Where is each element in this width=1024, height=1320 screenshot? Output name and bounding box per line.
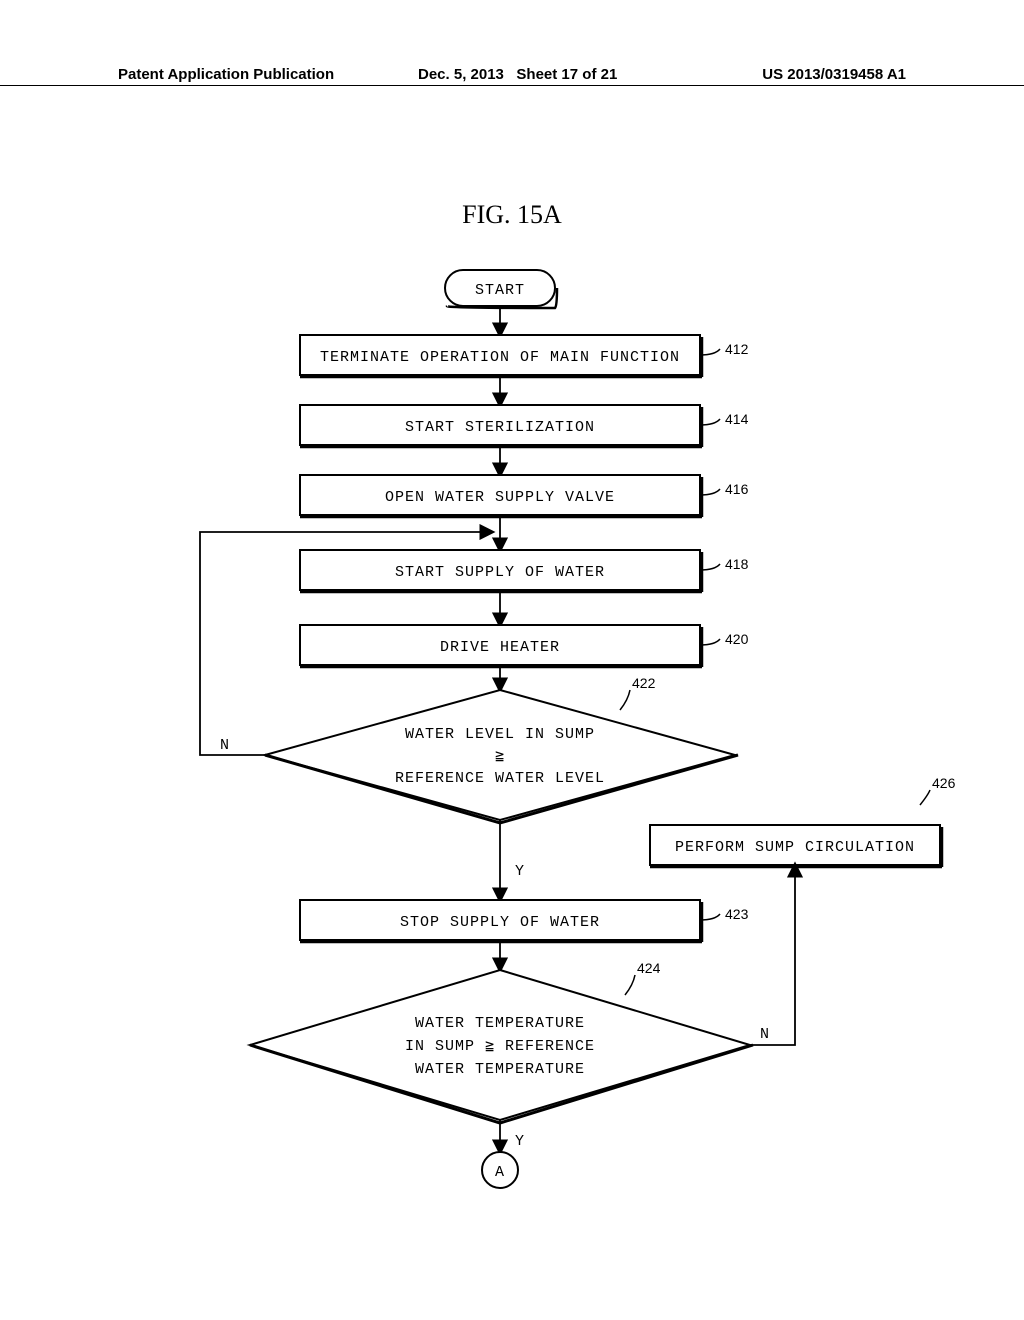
edge-424-N bbox=[750, 865, 795, 1045]
node-418: START SUPPLY OF WATER bbox=[300, 550, 702, 592]
label-422-3: REFERENCE WATER LEVEL bbox=[395, 770, 605, 787]
node-start: START bbox=[445, 270, 557, 308]
label-Y-424: Y bbox=[515, 1133, 525, 1150]
ref-lead-424 bbox=[625, 975, 635, 995]
node-426: PERFORM SUMP CIRCULATION bbox=[650, 825, 942, 867]
label-Y-422: Y bbox=[515, 863, 525, 880]
ref-416: 416 bbox=[725, 481, 749, 497]
ref-lead-422 bbox=[620, 690, 630, 710]
connector-label: A bbox=[495, 1164, 505, 1181]
header-date-sheet: Dec. 5, 2013 Sheet 17 of 21 bbox=[418, 66, 617, 83]
label-420: DRIVE HEATER bbox=[440, 639, 560, 656]
node-422: WATER LEVEL IN SUMP ≧ REFERENCE WATER LE… bbox=[265, 690, 738, 823]
label-412: TERMINATE OPERATION OF MAIN FUNCTION bbox=[320, 349, 680, 366]
ref-414: 414 bbox=[725, 411, 749, 427]
node-423: STOP SUPPLY OF WATER bbox=[300, 900, 702, 942]
label-422-1: WATER LEVEL IN SUMP bbox=[405, 726, 595, 743]
ref-424: 424 bbox=[637, 960, 661, 976]
header-date: Dec. 5, 2013 bbox=[418, 66, 504, 83]
label-424-3: WATER TEMPERATURE bbox=[415, 1061, 585, 1078]
patent-page: Patent Application Publication Dec. 5, 2… bbox=[0, 0, 1024, 1320]
node-420: DRIVE HEATER bbox=[300, 625, 702, 667]
node-416: OPEN WATER SUPPLY VALVE bbox=[300, 475, 702, 517]
figure-title: FIG. 15A bbox=[0, 200, 1024, 230]
header-sheet: Sheet 17 of 21 bbox=[516, 66, 617, 83]
header-rule bbox=[0, 85, 1024, 90]
ref-lead-426 bbox=[920, 790, 930, 805]
label-426: PERFORM SUMP CIRCULATION bbox=[675, 839, 915, 856]
ref-412: 412 bbox=[725, 341, 749, 357]
ref-420: 420 bbox=[725, 631, 749, 647]
header-publication: Patent Application Publication bbox=[118, 66, 334, 83]
label-424-2: IN SUMP ≧ REFERENCE bbox=[405, 1038, 595, 1055]
label-N-422: N bbox=[220, 737, 230, 754]
node-414: START STERILIZATION bbox=[300, 405, 702, 447]
ref-418: 418 bbox=[725, 556, 749, 572]
ref-423: 423 bbox=[725, 906, 749, 922]
label-N-424: N bbox=[760, 1026, 770, 1043]
ref-422: 422 bbox=[632, 675, 656, 691]
flowchart: START TERMINATE OPERATION OF MAIN FUNCTI… bbox=[0, 250, 1024, 1250]
start-label: START bbox=[475, 282, 525, 299]
node-412: TERMINATE OPERATION OF MAIN FUNCTION bbox=[300, 335, 702, 377]
ref-426: 426 bbox=[932, 775, 956, 791]
node-connector-a: A bbox=[482, 1152, 518, 1188]
label-418: START SUPPLY OF WATER bbox=[395, 564, 605, 581]
label-414: START STERILIZATION bbox=[405, 419, 595, 436]
node-424: WATER TEMPERATURE IN SUMP ≧ REFERENCE WA… bbox=[250, 970, 753, 1123]
label-416: OPEN WATER SUPPLY VALVE bbox=[385, 489, 615, 506]
label-422-2: ≧ bbox=[495, 748, 505, 765]
label-424-1: WATER TEMPERATURE bbox=[415, 1015, 585, 1032]
label-423: STOP SUPPLY OF WATER bbox=[400, 914, 600, 931]
header-pubnum: US 2013/0319458 A1 bbox=[762, 66, 906, 83]
